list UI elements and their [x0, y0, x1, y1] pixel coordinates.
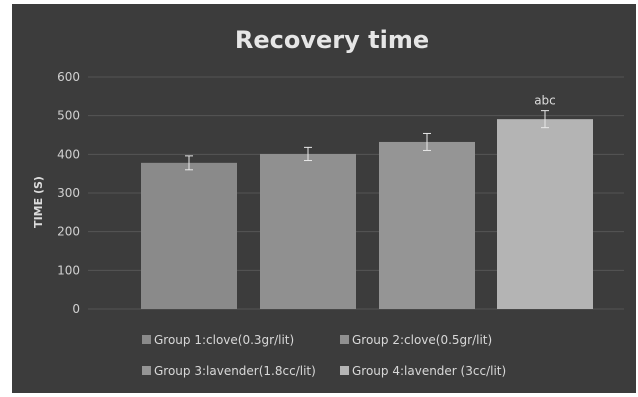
error-bars — [185, 110, 549, 171]
legend-swatch — [142, 366, 151, 375]
legend-swatch — [142, 335, 151, 344]
bar-annotations: abc — [534, 94, 556, 108]
bar-annotation: abc — [534, 94, 556, 108]
legend-item-1: Group 1:clove(0.3gr/lit) — [142, 333, 294, 347]
legend-label: Group 4:lavender (3cc/lit) — [352, 364, 506, 378]
y-tick-label: 600 — [57, 70, 80, 84]
chart-panel: Recovery time 0 100 200 300 400 500 600 TIME (… — [12, 4, 636, 393]
legend-label: Group 3:lavender(1.8cc/lit) — [154, 364, 316, 378]
legend-item-3: Group 3:lavender(1.8cc/lit) — [142, 364, 316, 378]
bar-chart: Recovery time 0 100 200 300 400 500 600 TIME (… — [32, 26, 624, 378]
y-axis-title: TIME (S) — [32, 176, 45, 228]
error-bar-4 — [541, 110, 549, 129]
error-bar-2 — [304, 146, 312, 162]
bars — [141, 119, 593, 309]
y-tick-label: 200 — [57, 225, 80, 239]
y-tick-label: 400 — [57, 147, 80, 161]
y-tick-label: 300 — [57, 186, 80, 200]
y-axis-ticks: 0 100 200 300 400 500 600 — [57, 70, 80, 316]
legend-swatch — [340, 335, 349, 344]
error-bar-1 — [185, 155, 193, 171]
bar-4 — [497, 119, 593, 309]
legend-label: Group 1:clove(0.3gr/lit) — [154, 333, 294, 347]
bar-1 — [141, 162, 237, 309]
legend-item-2: Group 2:clove(0.5gr/lit) — [340, 333, 492, 347]
legend-item-4: Group 4:lavender (3cc/lit) — [340, 364, 506, 378]
y-tick-label: 100 — [57, 263, 80, 277]
legend-swatch — [340, 366, 349, 375]
legend-label: Group 2:clove(0.5gr/lit) — [352, 333, 492, 347]
chart-title: Recovery time — [235, 26, 429, 54]
error-bar-3 — [423, 132, 431, 151]
bar-3 — [379, 141, 475, 309]
bar-2 — [260, 153, 356, 309]
y-tick-label: 0 — [72, 302, 80, 316]
y-tick-label: 500 — [57, 109, 80, 123]
legend: Group 1:clove(0.3gr/lit) Group 2:clove(0.… — [142, 333, 506, 378]
